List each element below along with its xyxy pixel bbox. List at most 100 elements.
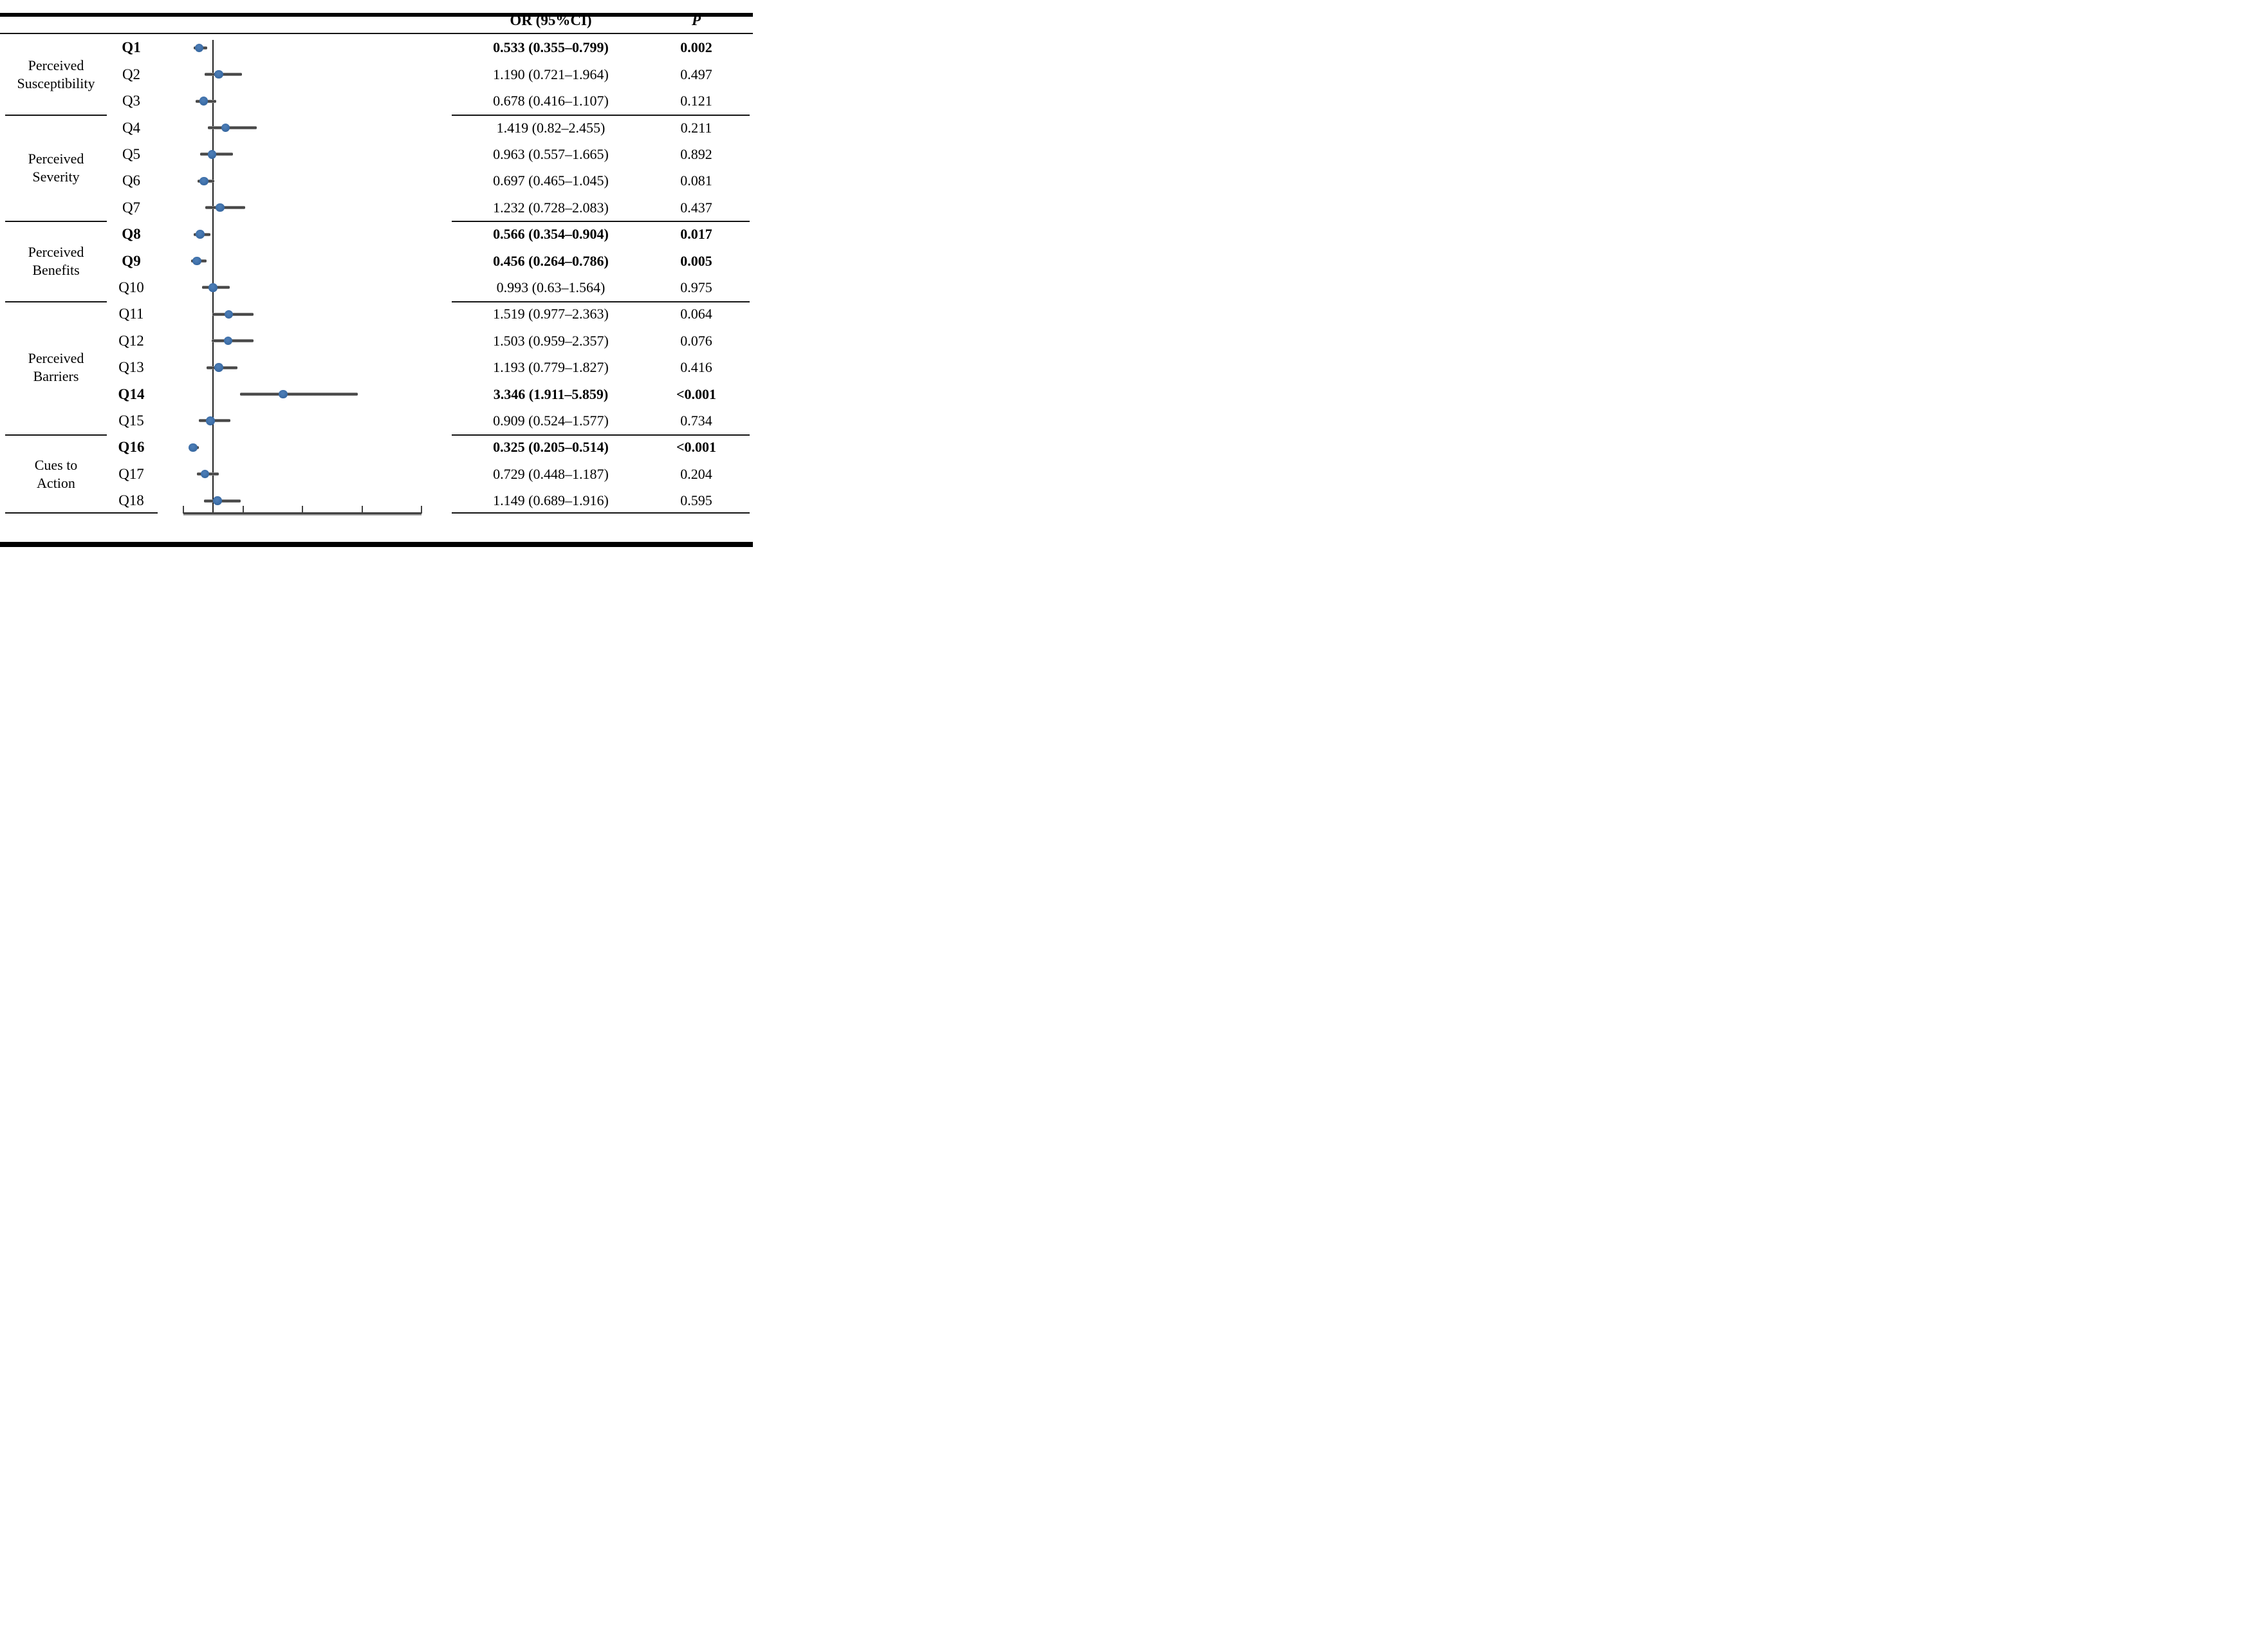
ci-bar-q11 [212,312,254,316]
category-label-perceived-severity: Perceived Severity [0,150,127,186]
ci-bar-q2 [205,73,242,77]
p-value-q9: 0.005 [680,252,712,269]
or-marker-q17 [200,469,210,479]
x-axis-tick-8 [421,506,422,514]
ci-bar-q4 [207,126,257,129]
right-separator-after-q10 [452,301,750,302]
or-ci-value-q5: 0.963 (0.557–1.665) [493,145,609,162]
or-marker-q6 [199,176,208,186]
question-label-q10: Q10 [118,279,144,295]
ci-bar-q12 [212,339,254,343]
right-separator-after-q7 [452,221,750,223]
p-value-q2: 0.497 [680,66,712,82]
category-label-cues-to-action: Cues to Action [0,456,127,492]
question-label-q4: Q4 [122,119,141,136]
p-value-q6: 0.081 [680,172,712,189]
p-value-q16: <0.001 [676,439,717,456]
question-label-q3: Q3 [122,93,141,109]
p-value-q15: 0.734 [680,412,712,429]
or-marker-q9 [192,256,201,266]
or-marker-q12 [223,336,233,346]
or-ci-value-q11: 1.519 (0.977–2.363) [493,306,609,322]
p-value-q14: <0.001 [676,385,717,402]
or-marker-q13 [214,363,223,372]
or-ci-value-q17: 0.729 (0.448–1.187) [493,465,609,482]
x-axis-baseline [183,512,421,515]
question-label-q8: Q8 [122,226,141,243]
category-label-perceived-susceptibility: Perceived Susceptibility [0,57,127,93]
x-axis-tick-2 [242,506,244,514]
or-marker-q15 [206,416,215,425]
or-ci-value-q13: 1.193 (0.779–1.827) [493,359,609,376]
question-label-q5: Q5 [122,145,141,162]
question-label-q7: Q7 [122,199,141,216]
category-label-line: Susceptibility [17,75,95,91]
question-label-q14: Q14 [118,385,145,402]
ci-bar-q18 [203,499,241,503]
or-marker-q3 [199,97,208,106]
forest-plot-figure: OR (95%CI) P Perceived Susceptibility Perc… [0,0,753,551]
bottom-border-rule [0,542,753,547]
p-value-q4: 0.211 [680,119,712,136]
or-marker-q2 [214,70,223,79]
right-separator-after-q18 [452,512,750,514]
or-marker-q10 [208,283,217,292]
p-value-q5: 0.892 [680,145,712,162]
header-underline [0,33,753,34]
or-ci-value-q7: 1.232 (0.728–2.083) [493,199,609,216]
or-ci-value-q6: 0.697 (0.465–1.045) [493,172,609,189]
or-marker-q11 [224,310,233,319]
or-ci-value-q16: 0.325 (0.205–0.514) [493,439,609,456]
question-label-q11: Q11 [118,306,144,322]
question-label-q12: Q12 [118,332,144,349]
or-marker-q18 [213,496,222,505]
left-separator-after-q15 [5,434,107,436]
question-label-q18: Q18 [118,492,144,509]
ci-bar-q7 [205,206,246,210]
ci-bar-q5 [199,153,233,156]
x-axis-tick-6 [361,506,363,514]
p-value-q1: 0.002 [680,39,712,56]
or-marker-q8 [196,230,205,239]
left-separator-after-q3 [5,114,107,116]
p-value-q13: 0.416 [680,359,712,376]
p-value-q3: 0.121 [680,93,712,109]
ci-bar-q14 [240,393,358,396]
question-label-q17: Q17 [118,465,144,482]
category-label-line: Cues to [34,456,78,473]
or-ci-value-q8: 0.566 (0.354–0.904) [493,226,609,243]
or-ci-value-q14: 3.346 (1.911–5.859) [493,385,609,402]
or-ci-value-q2: 1.190 (0.721–1.964) [493,66,609,82]
p-value-q8: 0.017 [680,226,712,243]
right-separator-after-q3 [452,114,750,116]
or-marker-q5 [207,150,217,159]
or-ci-value-q18: 1.149 (0.689–1.916) [493,492,609,509]
or-ci-value-q15: 0.909 (0.524–1.577) [493,412,609,429]
p-value-q12: 0.076 [680,332,712,349]
question-label-q2: Q2 [122,66,141,82]
question-label-q13: Q13 [118,359,144,376]
question-label-q6: Q6 [122,172,141,189]
category-label-line: Action [37,474,75,491]
x-axis-tick-4 [302,506,303,514]
top-border-rule [0,13,753,17]
or-marker-q1 [194,43,204,53]
category-label-line: Perceived [28,150,84,167]
p-value-q18: 0.595 [680,492,712,509]
or-marker-q7 [216,203,225,212]
category-label-line: Severity [32,168,80,185]
category-label-line: Perceived [28,243,84,260]
question-label-q15: Q15 [118,412,144,429]
x-axis-tick-0 [183,506,184,514]
or-ci-column-header: OR (95%CI) [510,12,592,28]
or-marker-q16 [189,443,198,452]
or-marker-q4 [221,123,230,133]
or-ci-value-q4: 1.419 (0.82–2.455) [496,119,606,136]
question-label-q9: Q9 [122,252,141,269]
p-column-header: P [691,12,701,28]
category-label-line: Barriers [33,368,79,385]
or-ci-value-q1: 0.533 (0.355–0.799) [493,39,609,56]
category-label-line: Perceived [28,57,84,73]
category-label-perceived-benefits: Perceived Benefits [0,243,127,279]
question-label-q1: Q1 [122,39,141,56]
